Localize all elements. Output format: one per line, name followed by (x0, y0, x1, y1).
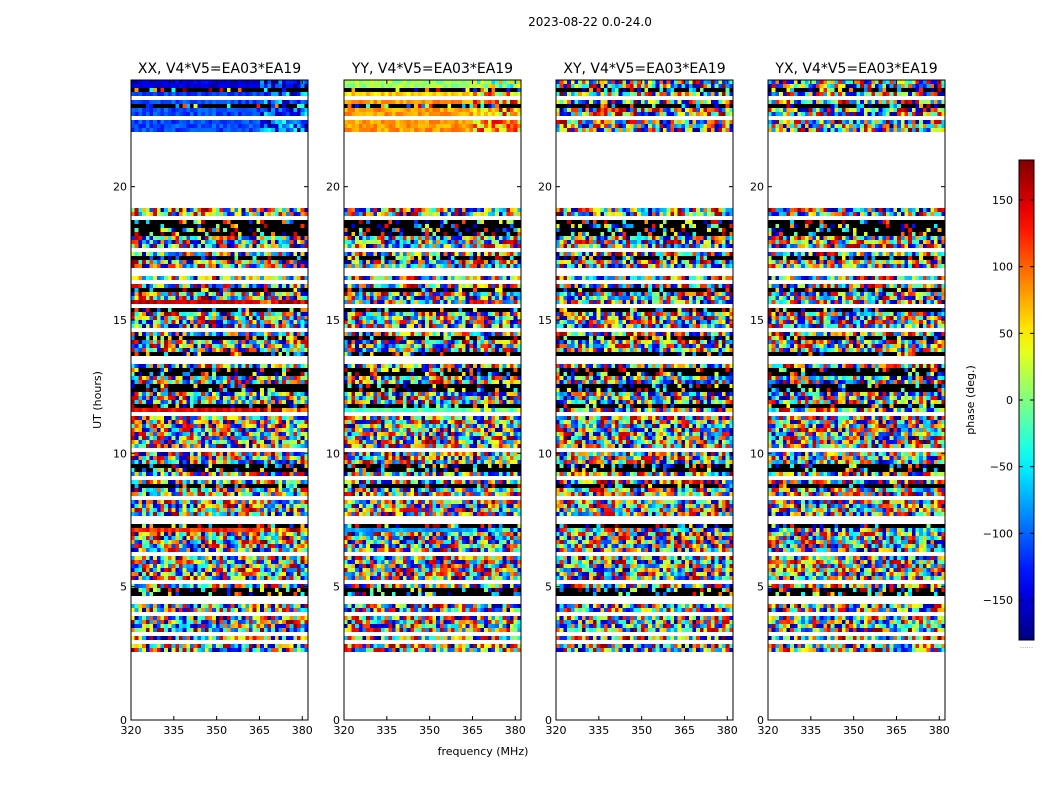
panel-title: YY, V4*V5=EA03*EA19 (351, 61, 513, 77)
x-tick-label: 335 (376, 724, 397, 737)
axes-frame (767, 79, 946, 721)
x-tick-label: 320 (121, 724, 142, 737)
heatmap-image (131, 80, 308, 720)
y-tick-label: 5 (545, 581, 552, 594)
x-tick-label: 335 (800, 724, 821, 737)
y-tick-label: 0 (757, 714, 764, 727)
panel-xx: XX, V4*V5=EA03*EA19 320 335 350 365 380 0 5 10 15… (113, 61, 313, 737)
y-tick-label: 15 (326, 314, 340, 327)
x-tick-label: 365 (462, 724, 483, 737)
y-tick-label: 5 (333, 581, 340, 594)
x-tick-label: 350 (843, 724, 864, 737)
panel-title: XY, V4*V5=EA03*EA19 (563, 61, 725, 77)
x-axis-label: frequency (MHz) (438, 745, 529, 758)
axes-frame (343, 79, 522, 721)
heatmap-image (344, 80, 521, 720)
colorbar-label: phase (deg.) (964, 365, 977, 435)
y-tick-label: 10 (538, 447, 552, 460)
x-tick-label: 350 (206, 724, 227, 737)
x-tick-label: 365 (886, 724, 907, 737)
colorbar-tick-label: 50 (999, 327, 1013, 340)
x-tick-label: 335 (588, 724, 609, 737)
colorbar: −150 −100 −50 0 50 100 150 phase (deg.)...... (964, 159, 1035, 650)
y-tick-label: 20 (538, 181, 552, 194)
y-tick-label: 20 (113, 181, 127, 194)
y-tick-label: 0 (333, 714, 340, 727)
y-axis-label: UT (hours) (91, 371, 104, 429)
x-tick-label: 320 (546, 724, 567, 737)
y-tick-label: 15 (113, 314, 127, 327)
y-tick-label: 15 (750, 314, 764, 327)
panel-title: XX, V4*V5=EA03*EA19 (138, 61, 301, 77)
panel-yx: YX, V4*V5=EA03*EA19 320 335 350 365 380 0 5 10 15… (750, 61, 950, 737)
panel-title: YX, V4*V5=EA03*EA19 (774, 61, 937, 77)
x-tick-label: 365 (674, 724, 695, 737)
x-tick-label: 350 (419, 724, 440, 737)
y-tick-label: 10 (113, 447, 127, 460)
x-tick-label: 380 (929, 724, 950, 737)
colorbar-tick-label: −150 (983, 594, 1013, 607)
axes-frame (555, 79, 734, 721)
axes-frame (130, 79, 309, 721)
y-tick-label: 5 (757, 581, 764, 594)
y-tick-label: 20 (326, 181, 340, 194)
colorbar-tick-label: 0 (1006, 394, 1013, 407)
heatmap-image (556, 80, 733, 720)
colorbar-tick-label: 100 (992, 261, 1013, 274)
x-tick-label: 320 (758, 724, 779, 737)
y-tick-label: 10 (326, 447, 340, 460)
panel-xy: XY, V4*V5=EA03*EA19 320 335 350 365 380 0 5 10 15… (538, 61, 738, 737)
figure-title: 2023-08-22 0.0-24.0 (528, 15, 652, 29)
x-tick-label: 380 (505, 724, 526, 737)
colorbar-footnote: ...... (1020, 642, 1033, 650)
colorbar-tick-label: 150 (992, 194, 1013, 207)
y-tick-label: 20 (750, 181, 764, 194)
heatmap-image (768, 80, 945, 720)
x-tick-label: 365 (249, 724, 270, 737)
x-tick-label: 380 (292, 724, 313, 737)
y-tick-label: 0 (545, 714, 552, 727)
x-tick-label: 350 (631, 724, 652, 737)
x-tick-label: 335 (163, 724, 184, 737)
y-tick-label: 15 (538, 314, 552, 327)
y-tick-label: 5 (120, 581, 127, 594)
colorbar-tick-label: −50 (990, 461, 1013, 474)
y-tick-label: 10 (750, 447, 764, 460)
x-tick-label: 380 (717, 724, 738, 737)
panel-yy: YY, V4*V5=EA03*EA19 320 335 350 365 380 0 5 10 15… (326, 61, 526, 737)
colorbar-tick-label: −100 (983, 527, 1013, 540)
x-tick-label: 320 (334, 724, 355, 737)
y-tick-label: 0 (120, 714, 127, 727)
